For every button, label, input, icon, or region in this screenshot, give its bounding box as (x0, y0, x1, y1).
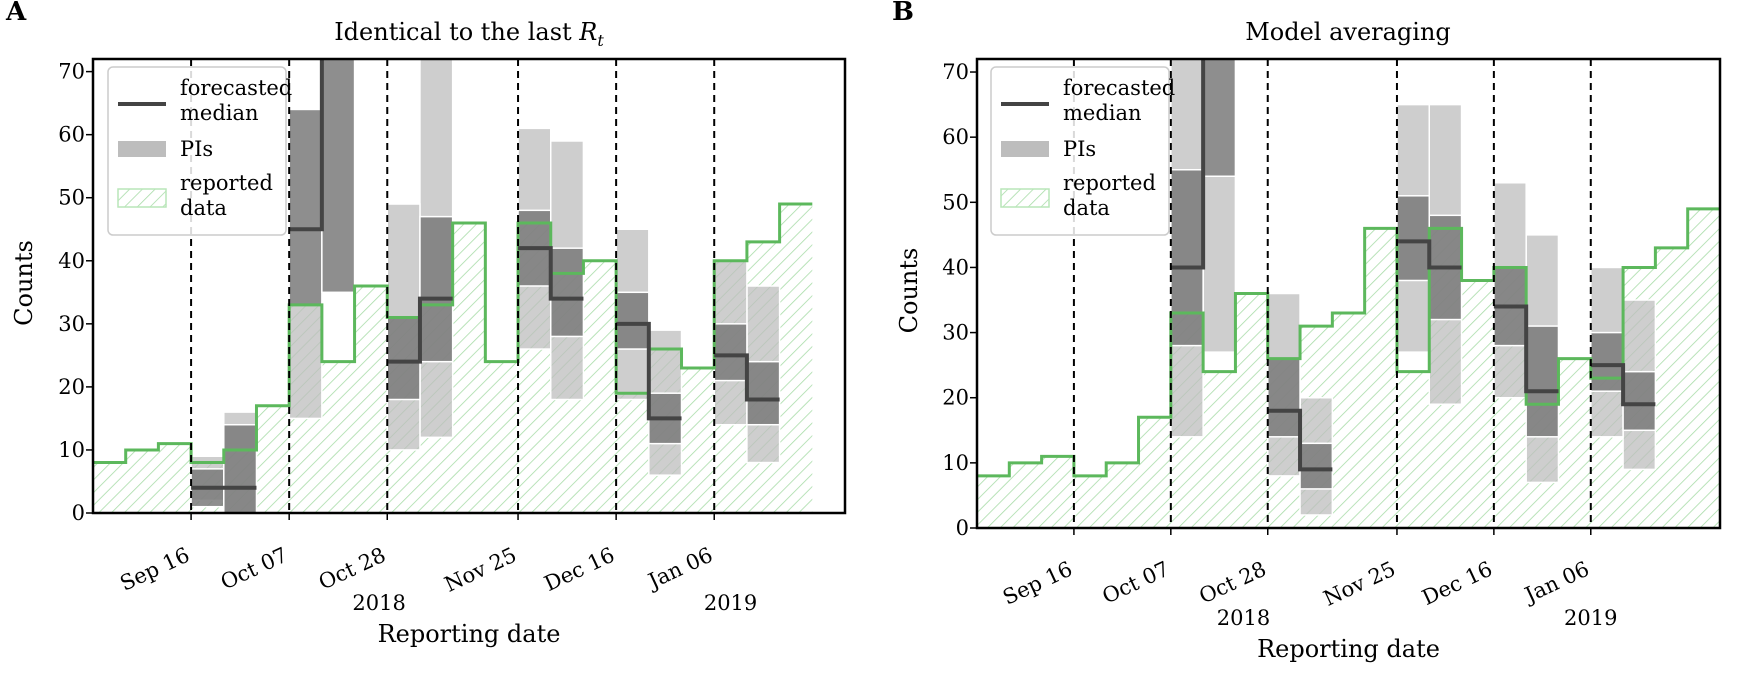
year-label: 2019 (1564, 606, 1617, 630)
y-tick-label: 50 (58, 186, 85, 210)
forecast-median (1493, 304, 1559, 394)
legend-pi-label: PIs (1063, 137, 1096, 161)
forecast-median (289, 59, 324, 232)
legend-data-label: data (180, 196, 227, 220)
forecast-median (518, 246, 584, 301)
reported-data-line (977, 207, 1720, 478)
legend-median-label: median (1063, 101, 1142, 125)
y-tick-label: 70 (942, 60, 969, 84)
x-tick-label: Oct 28 (315, 543, 389, 595)
pi-band (1266, 357, 1301, 438)
legend-data-label: data (1063, 196, 1110, 220)
pi-band (615, 291, 650, 350)
plot-area (93, 59, 813, 513)
y-tick-label: 40 (58, 249, 85, 273)
legend-median-label: forecasted (1063, 76, 1175, 100)
axes-frame (975, 57, 1722, 530)
x-tick-label: Sep 16 (116, 543, 193, 596)
legend-data-swatch (117, 188, 167, 208)
forecast-median (714, 353, 780, 402)
x-axis-title: Reporting date (1257, 635, 1440, 663)
year-label: 2019 (704, 591, 757, 615)
y-tick-label: 50 (942, 190, 969, 214)
x-tick-label: Nov 25 (441, 543, 520, 597)
pi-band (746, 360, 781, 426)
y-tick-label: 0 (956, 516, 969, 540)
y-tick-label: 10 (942, 451, 969, 475)
pi-band (419, 215, 454, 363)
pi-band (1622, 370, 1657, 432)
axes-frame (91, 57, 847, 515)
x-tick-label: Oct 07 (1099, 557, 1173, 609)
legend-median-label: forecasted (180, 76, 292, 100)
x-tick-label: Dec 16 (541, 543, 619, 596)
x-tick-label: Dec 16 (1418, 557, 1496, 610)
y-tick-label: 0 (72, 501, 85, 525)
x-axis-title: Reporting date (378, 620, 561, 648)
x-tick-label: Jan 06 (1519, 557, 1592, 608)
panel-a: 0 10 20 30 40 50 60 70 Sep 16 Oct 07 Oct 28 Nov 25 D… (5, 0, 847, 648)
forecast-median (1170, 59, 1206, 270)
forecast-median (387, 296, 453, 364)
pi-band (1525, 325, 1560, 438)
x-tick-label: Nov 25 (1320, 557, 1399, 611)
panel-letter: A (5, 0, 27, 27)
x-tick-label: Sep 16 (999, 557, 1076, 610)
x-tick-label: Jan 06 (643, 543, 716, 594)
y-tick-label: 30 (58, 312, 85, 336)
y-axis-title: Counts (10, 240, 38, 326)
y-tick-label: 40 (942, 255, 969, 279)
pi-band (549, 247, 585, 338)
pi-band (1202, 59, 1237, 178)
y-tick-label: 70 (58, 60, 85, 84)
legend-pi-swatch (1001, 141, 1049, 157)
y-tick-label: 10 (58, 438, 85, 462)
panel-letter: B (892, 0, 914, 27)
pi-band (321, 59, 356, 294)
y-tick-label: 60 (942, 125, 969, 149)
legend-data-label: reported (1063, 171, 1156, 195)
panel-b: 0 10 20 30 40 50 60 70 Sep 16 Oct 07 Oct 28 Nov 25 D… (892, 0, 1722, 663)
pi-band (223, 423, 258, 513)
legend-pi-label: PIs (180, 137, 213, 161)
y-tick-label: 20 (942, 386, 969, 410)
y-axis-title: Counts (895, 248, 923, 334)
forecast-median (1396, 239, 1462, 270)
pi-band (1396, 195, 1431, 282)
pi-band (713, 323, 748, 382)
title-subscript: t (597, 31, 604, 50)
reported-data-line (93, 202, 813, 465)
x-tick-label: Oct 07 (217, 543, 291, 595)
pi-band (1170, 168, 1204, 347)
forecast-median (1590, 363, 1656, 407)
year-label: 2018 (352, 591, 405, 615)
pi-band (1299, 442, 1334, 490)
legend-median-label: median (180, 101, 259, 125)
forecast-median (616, 321, 682, 421)
y-tick-label: 20 (58, 375, 85, 399)
year-label: 2018 (1217, 606, 1270, 630)
y-tick-label: 30 (942, 321, 969, 345)
legend-data-swatch (1000, 188, 1050, 208)
pi-band (288, 304, 323, 420)
y-tick-label: 60 (58, 123, 85, 147)
pi-band (1590, 331, 1624, 392)
panel-title: Identical to the last Rt (334, 18, 604, 50)
legend-data-label: reported (180, 171, 273, 195)
x-tick-label: Oct 28 (1196, 557, 1270, 609)
forecast-median (1267, 408, 1333, 472)
pi-band (386, 316, 421, 401)
panel-title: Model averaging (1245, 18, 1451, 46)
pi-band (288, 108, 323, 306)
title-symbol: R (578, 18, 597, 46)
pi-band (1202, 175, 1237, 353)
legend-pi-swatch (118, 141, 166, 157)
